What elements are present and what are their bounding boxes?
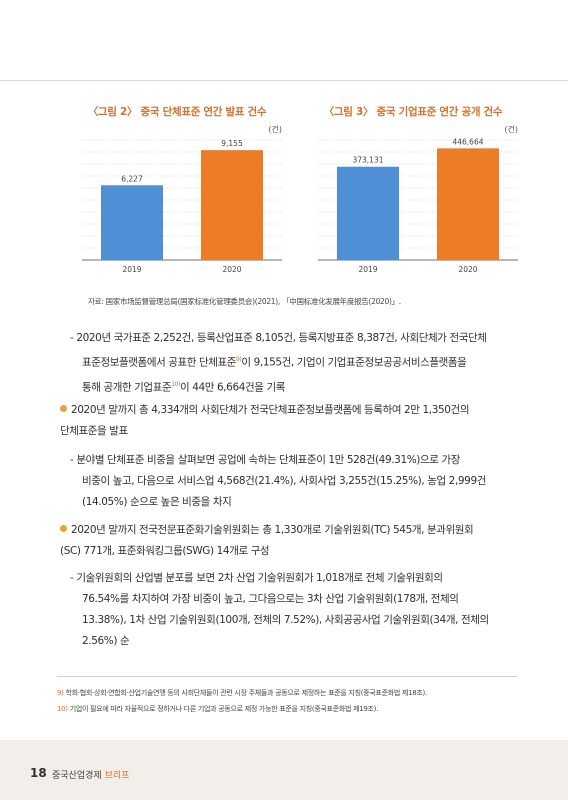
text-line: - 2020년 국가표준 2,252건, 등록산업표준 8,105건, 등록지방… [70,332,487,344]
source-note: 자료: 国家市场监督管理总局(国家标准化管理委员会)(2021), 「中国标准化… [88,297,401,306]
bullet-dot-icon [60,405,67,412]
text-line: 13.38%), 1차 산업 기술위원회(100개, 전체의 7.52%), 사… [82,614,489,626]
text-run: 2020년 말까지 총 4,334개의 사회단체가 전국단체표준정보플랫폼에 등… [71,404,470,416]
text-line: - 기술위원회의 산업별 분포를 보면 2차 산업 기술위원회가 1,018개로… [70,572,443,584]
bar-chart-group-standards: 6,227 2019 9,155 2020 [82,139,282,274]
data-label: 373,131 [352,156,383,165]
data-label: 446,664 [452,137,483,146]
footnote-ref: 9) [236,356,242,363]
bar [437,148,499,260]
text-line: 76.54%를 차지하여 가장 비중이 높고, 그다음으로는 3차 산업 기술위… [82,593,459,605]
publication-name: 중국산업경제 브리프 [52,768,129,781]
top-divider [0,80,568,81]
text-run: 2020년 말까지 전국전문표준화기술위원회는 총 1,330개로 기술위원회(… [71,524,474,536]
page-footer [0,740,568,800]
footnote-number: 9) [57,689,64,697]
bar-chart-enterprise-standards: 373,131 2019 446,664 2020 [318,137,518,274]
text-line: 표준정보플랫폼에서 공표한 단체표준9)이 9,155건, 기업이 기업표준정보… [70,349,486,374]
sub-bullet-industry-distribution: - 기술위원회의 산업별 분포를 보면 2차 산업 기술위원회가 1,018개로… [70,568,489,652]
unit-label: (건) [268,125,282,134]
sub-bullet-field-share: - 분야별 단체표준 비중을 살펴보면 공업에 속하는 단체표준이 1만 528… [70,450,486,513]
footnote-divider [57,676,517,677]
text-run: 이 44만 6,664건을 기록 [180,381,285,393]
x-tick-label: 2020 [222,265,241,274]
bullet-dot-icon [60,525,67,532]
chart-title: 〈그림 2〉 중국 단체표준 연간 발표 건수 [87,106,267,118]
bullet-social-groups: 2020년 말까지 총 4,334개의 사회단체가 전국단체표준정보플랫폼에 등… [60,400,469,442]
text-line: 단체표준을 발표 [60,425,128,437]
footnote-text: 기업이 필요에 따라 자율적으로 정하거나 다른 기업과 공동으로 제정 가능한… [69,705,379,713]
text-line: - 분야별 단체표준 비중을 살펴보면 공업에 속하는 단체표준이 1만 528… [70,454,460,466]
text-line: 2020년 말까지 총 4,334개의 사회단체가 전국단체표준정보플랫폼에 등… [60,400,469,421]
data-label: 9,155 [221,139,243,148]
footnote-10: 10) 기업이 필요에 따라 자율적으로 정하거나 다른 기업과 공동으로 제정… [57,704,378,714]
footnote-ref: 10) [171,380,180,388]
x-tick-label: 2019 [122,265,141,274]
unit-label: (건) [504,125,518,134]
footnote-number: 10) [57,705,68,713]
text-line: (14.05%) 순으로 높은 비중을 차지 [82,496,232,508]
page-number: 18 [30,766,47,780]
publication-accent: 브리프 [104,771,130,781]
text-run: 이 9,155건, 기업이 기업표준정보공공서비스플랫폼을 [241,356,467,369]
text-run: 표준정보플랫폼에서 공표한 단체표준 [82,356,237,369]
bar [101,185,163,260]
x-tick-label: 2019 [358,265,377,274]
bar [201,150,263,260]
data-label: 6,227 [121,174,143,183]
chart-title: 〈그림 3〉 중국 기업표준 연간 공개 건수 [323,106,503,118]
text-line: 2.56%) 순 [82,635,130,647]
text-line: 통해 공개한 기업표준10)이 44만 6,664건을 기록 [70,374,486,399]
chart-group-standards: 〈그림 2〉 중국 단체표준 연간 발표 건수 (건) 6,227 2019 9,1… [64,104,290,294]
footnote-text: 학회·협회·상회·연합회·산업기술연맹 등의 사회단체들이 관련 시장 주체들과… [65,689,428,697]
bullet-tech-committees: 2020년 말까지 전국전문표준화기술위원회는 총 1,330개로 기술위원회(… [60,520,474,562]
sub-bullet-2020-standards: - 2020년 국가표준 2,252건, 등록산업표준 8,105건, 등록지방… [70,328,487,399]
footnote-9: 9) 학회·협회·상회·연합회·산업기술연맹 등의 사회단체들이 관련 시장 주… [57,688,427,698]
text-line: (SC) 771개, 표준화워킹그룹(SWG) 14개로 구성 [60,545,270,557]
x-tick-label: 2020 [458,265,477,274]
text-run: 통해 공개한 기업표준 [82,381,172,393]
bar [337,166,399,260]
chart-enterprise-standards: 〈그림 3〉 중국 기업표준 연간 공개 건수 (건) 373,131 2019 4… [300,104,526,294]
text-line: 비중이 높고, 다음으로 서비스업 4,568건(21.4%), 사회사업 3,… [82,475,486,487]
publication-main: 중국산업경제 [52,771,102,781]
text-line: 2020년 말까지 전국전문표준화기술위원회는 총 1,330개로 기술위원회(… [60,520,474,541]
